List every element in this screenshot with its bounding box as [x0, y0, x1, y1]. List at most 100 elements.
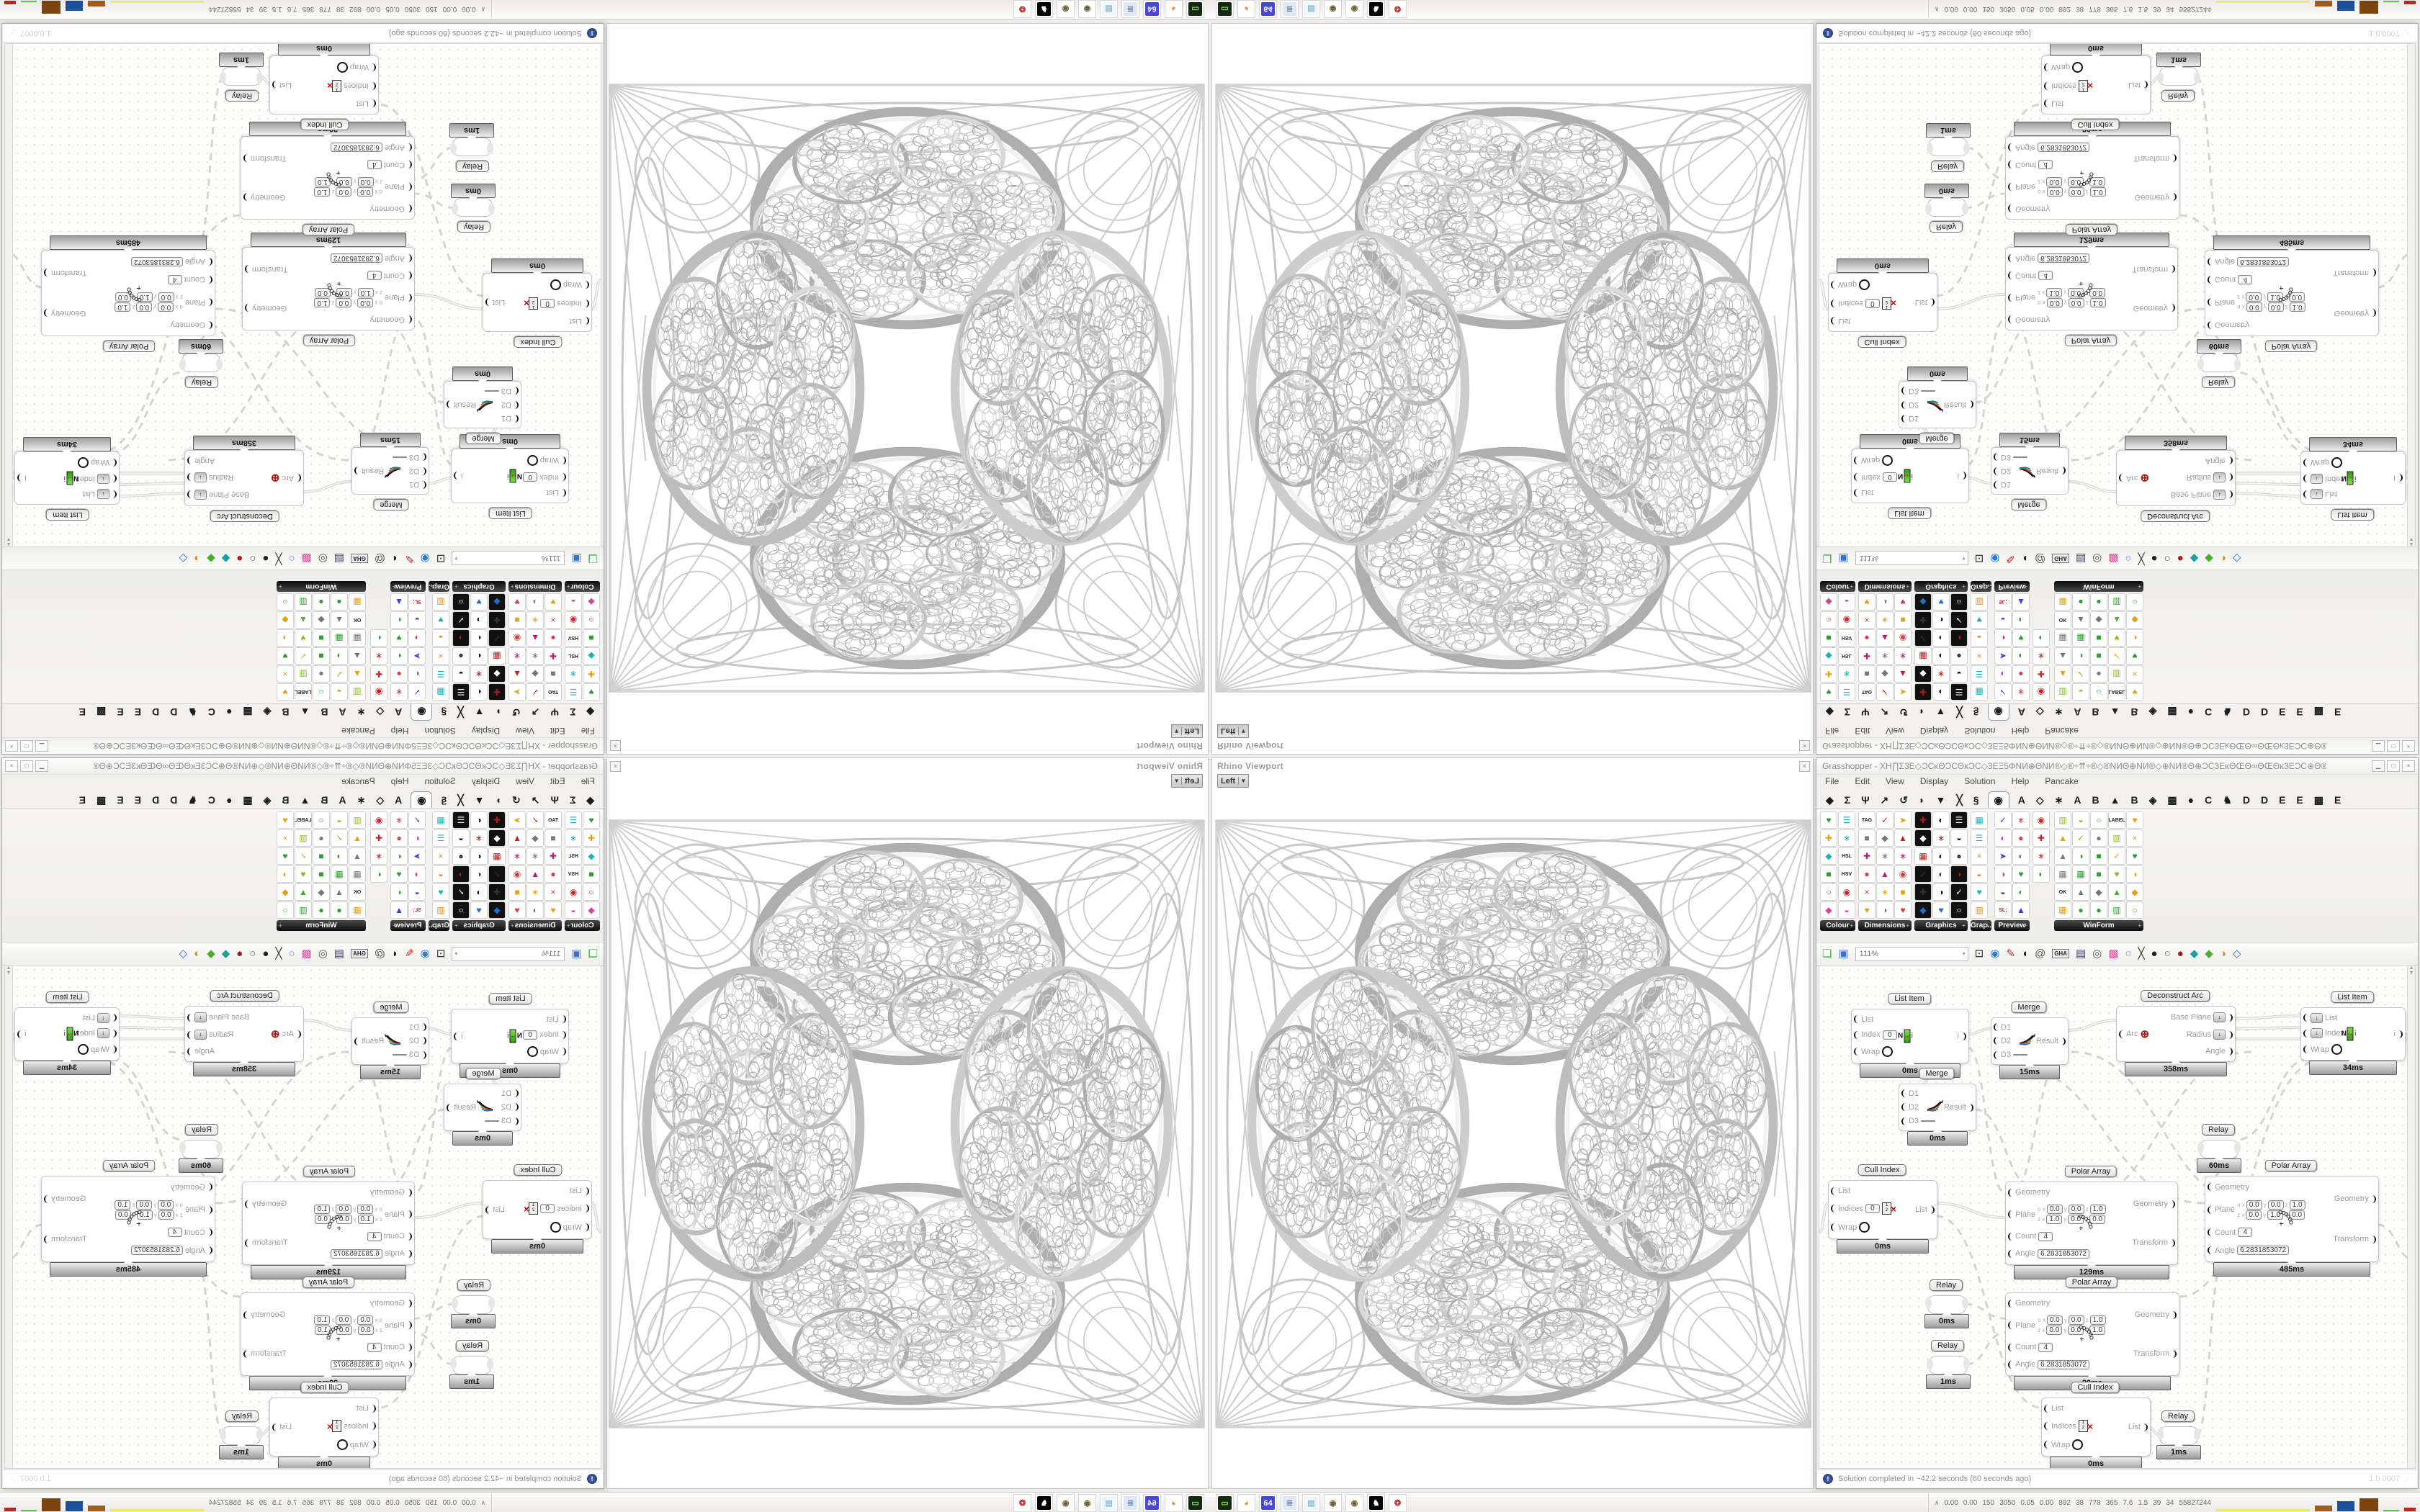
- node-input-list[interactable]: List: [524, 1187, 589, 1195]
- component-icon[interactable]: ☰: [1950, 683, 1968, 701]
- palette-panel-label[interactable]: Dimensions +: [1858, 920, 1912, 931]
- component-icon[interactable]: ○: [1950, 593, 1968, 611]
- component-icon[interactable]: ◒: [565, 901, 582, 919]
- component-icon[interactable]: ■: [583, 865, 600, 883]
- component-icon[interactable]: ✓: [2072, 829, 2090, 847]
- node-deconstruct-arc[interactable]: Arc ⊕ Base Plane ↓ Radius ↓ Angle: [2116, 1006, 2236, 1062]
- plane-value-box[interactable]: 0.0: [357, 297, 374, 307]
- node-merge[interactable]: D1 D2 D3 Result: [1991, 447, 2069, 495]
- grasshopper-titlebar[interactable]: Grasshopper - XH∏Σ3Ε◇ƆCκΘƆCΘκƆC◇3ΕΞ5ΦΝИ⊕…: [2, 737, 604, 754]
- tab-transform[interactable]: §: [441, 794, 447, 806]
- node-output-geometry[interactable]: Geometry: [44, 309, 86, 318]
- component-icon[interactable]: ∗: [470, 829, 488, 847]
- node-input-list[interactable]: List: [2044, 1404, 2093, 1413]
- node-input-indices[interactable]: Indices 1 2 ×: [327, 80, 376, 92]
- palette-panel-label[interactable]: Grap.. +: [429, 920, 449, 931]
- gha-chip-button[interactable]: GHA: [2052, 949, 2069, 958]
- tab-surface[interactable]: ◗: [1918, 794, 1925, 806]
- node-input-wrap[interactable]: Wrap: [2303, 1044, 2344, 1056]
- component-icon[interactable]: ➤: [1994, 647, 2012, 665]
- component-icon[interactable]: ●: [2012, 665, 2030, 683]
- value-box[interactable]: 6.2831853072: [330, 1359, 382, 1369]
- node-output-transform[interactable]: Transform: [245, 265, 288, 274]
- node-output-base-plane[interactable]: Base Plane ↓: [187, 490, 249, 500]
- component-icon[interactable]: ◆: [2126, 883, 2144, 901]
- component-icon[interactable]: ◑: [1876, 901, 1894, 919]
- component-icon[interactable]: ◑: [1950, 865, 1968, 883]
- component-icon[interactable]: ▦: [1971, 683, 1988, 701]
- firefox-icon[interactable]: ◕: [1237, 0, 1255, 18]
- tab-plugin-dot[interactable]: ●: [225, 794, 233, 806]
- plane-value-box[interactable]: 0.0: [2046, 1315, 2063, 1326]
- plane-value-box[interactable]: 0.0: [2046, 1326, 2063, 1336]
- tab-plugin-gem[interactable]: ◇: [376, 706, 385, 718]
- component-icon[interactable]: ▲: [2108, 611, 2126, 629]
- gha-chip-button[interactable]: GHA: [351, 949, 368, 958]
- node-nameplate-polar-array[interactable]: Polar Array: [2264, 341, 2318, 352]
- tab-plugin-flower[interactable]: ∗: [2054, 706, 2063, 718]
- tab-plugin-b2[interactable]: B: [2130, 794, 2138, 806]
- component-icon[interactable]: ☰: [432, 829, 449, 847]
- grasshopper-titlebar[interactable]: Grasshopper - XH∏Σ3Ε◇ƆCκΘƆCΘκƆC◇3ΕΞ5ΦΝИ⊕…: [1816, 758, 2418, 775]
- node-nameplate-cull-index[interactable]: Cull Index: [2071, 1382, 2120, 1393]
- component-icon[interactable]: ▥: [1971, 901, 1988, 919]
- node-output-list[interactable]: List: [2128, 1423, 2148, 1431]
- tab-plugin-gem[interactable]: ◇: [376, 794, 385, 806]
- node-nameplate-relay[interactable]: Relay: [184, 377, 219, 388]
- node-nameplate-polar-array[interactable]: Polar Array: [2064, 1166, 2118, 1177]
- palette-panel-label[interactable]: WinForm +: [276, 920, 366, 931]
- component-icon[interactable]: ◑: [452, 865, 470, 883]
- node-output-radius[interactable]: Radius ↓: [187, 1030, 233, 1040]
- node-nameplate-deconstruct-arc[interactable]: Deconstruct Arc: [2141, 990, 2210, 1002]
- coin-icon[interactable]: ◉: [1057, 1494, 1075, 1512]
- node-input-index[interactable]: Index 0: [523, 472, 566, 482]
- component-icon[interactable]: ✓: [1914, 865, 1932, 883]
- tab-plugin-e3[interactable]: E: [79, 794, 86, 806]
- component-icon[interactable]: ✚: [488, 611, 506, 629]
- component-icon[interactable]: ◉: [508, 865, 526, 883]
- node-nameplate-cull-index[interactable]: Cull Index: [1857, 1164, 1906, 1176]
- node-input-index[interactable]: Index 0: [523, 1030, 566, 1040]
- node-nameplate-relay[interactable]: Relay: [2161, 90, 2195, 102]
- gem-orange-button[interactable]: ◑: [194, 947, 201, 960]
- menu-display[interactable]: Display: [1919, 726, 1949, 736]
- component-icon[interactable]: SL;: [1994, 593, 2012, 611]
- component-icon[interactable]: ●: [452, 647, 470, 665]
- component-icon[interactable]: ●: [330, 593, 348, 611]
- value-box[interactable]: 6.2831853072: [2237, 256, 2290, 266]
- preview-wire-button[interactable]: ○: [2164, 947, 2171, 960]
- tab-maths[interactable]: Σ: [569, 794, 576, 806]
- node-output-radius[interactable]: Radius ↓: [187, 472, 233, 482]
- component-icon[interactable]: ∗: [2012, 811, 2030, 829]
- node-nameplate-cull-index[interactable]: Cull Index: [300, 119, 349, 130]
- node-output-angle[interactable]: Angle: [2205, 456, 2233, 465]
- node-output-geometry[interactable]: Geometry: [2334, 1194, 2376, 1203]
- tab-plugin-bird[interactable]: ♞: [188, 706, 197, 718]
- node-nameplate-merge[interactable]: Merge: [373, 1002, 409, 1013]
- component-icon[interactable]: ✚: [370, 829, 388, 847]
- node-input-angle[interactable]: Angle 6.2831853072: [314, 1248, 412, 1259]
- coin-icon[interactable]: ◉: [1324, 0, 1342, 18]
- plane-value-box[interactable]: 0.0: [2068, 1315, 2084, 1326]
- component-icon[interactable]: ◆: [276, 611, 294, 629]
- card-reader-icon[interactable]: ▭: [1216, 0, 1234, 18]
- component-icon[interactable]: ∗: [565, 665, 582, 683]
- node-output-transform[interactable]: Transform: [44, 1235, 87, 1243]
- component-icon[interactable]: HSV: [565, 629, 582, 647]
- node-polar-array[interactable]: Geometry Plane o x 0.0 y 0.0 z 1.0 z x 1.0 y 0.0 z 0.…: [2005, 1182, 2178, 1265]
- component-icon[interactable]: ∗: [508, 847, 526, 865]
- component-icon[interactable]: ▲: [330, 611, 348, 629]
- node-merge[interactable]: D1 D2 D3 Result: [351, 447, 429, 495]
- wrap-toggle-icon[interactable]: [1882, 454, 1894, 466]
- component-icon[interactable]: ✚: [2032, 665, 2050, 683]
- palette-panel-label[interactable]: Colour +: [1820, 920, 1855, 931]
- component-icon[interactable]: ▦: [348, 593, 366, 611]
- component-icon[interactable]: ✓: [330, 665, 348, 683]
- component-icon[interactable]: ♥: [470, 593, 488, 611]
- component-icon[interactable]: ▦: [2054, 901, 2072, 919]
- component-icon[interactable]: ◆: [1876, 665, 1894, 683]
- tab-plugin-a1[interactable]: A: [395, 794, 403, 806]
- scroll-icon[interactable]: ≣: [1121, 1494, 1139, 1512]
- preview-wire-button[interactable]: ○: [2164, 552, 2171, 565]
- component-icon[interactable]: ✚: [1914, 611, 1932, 629]
